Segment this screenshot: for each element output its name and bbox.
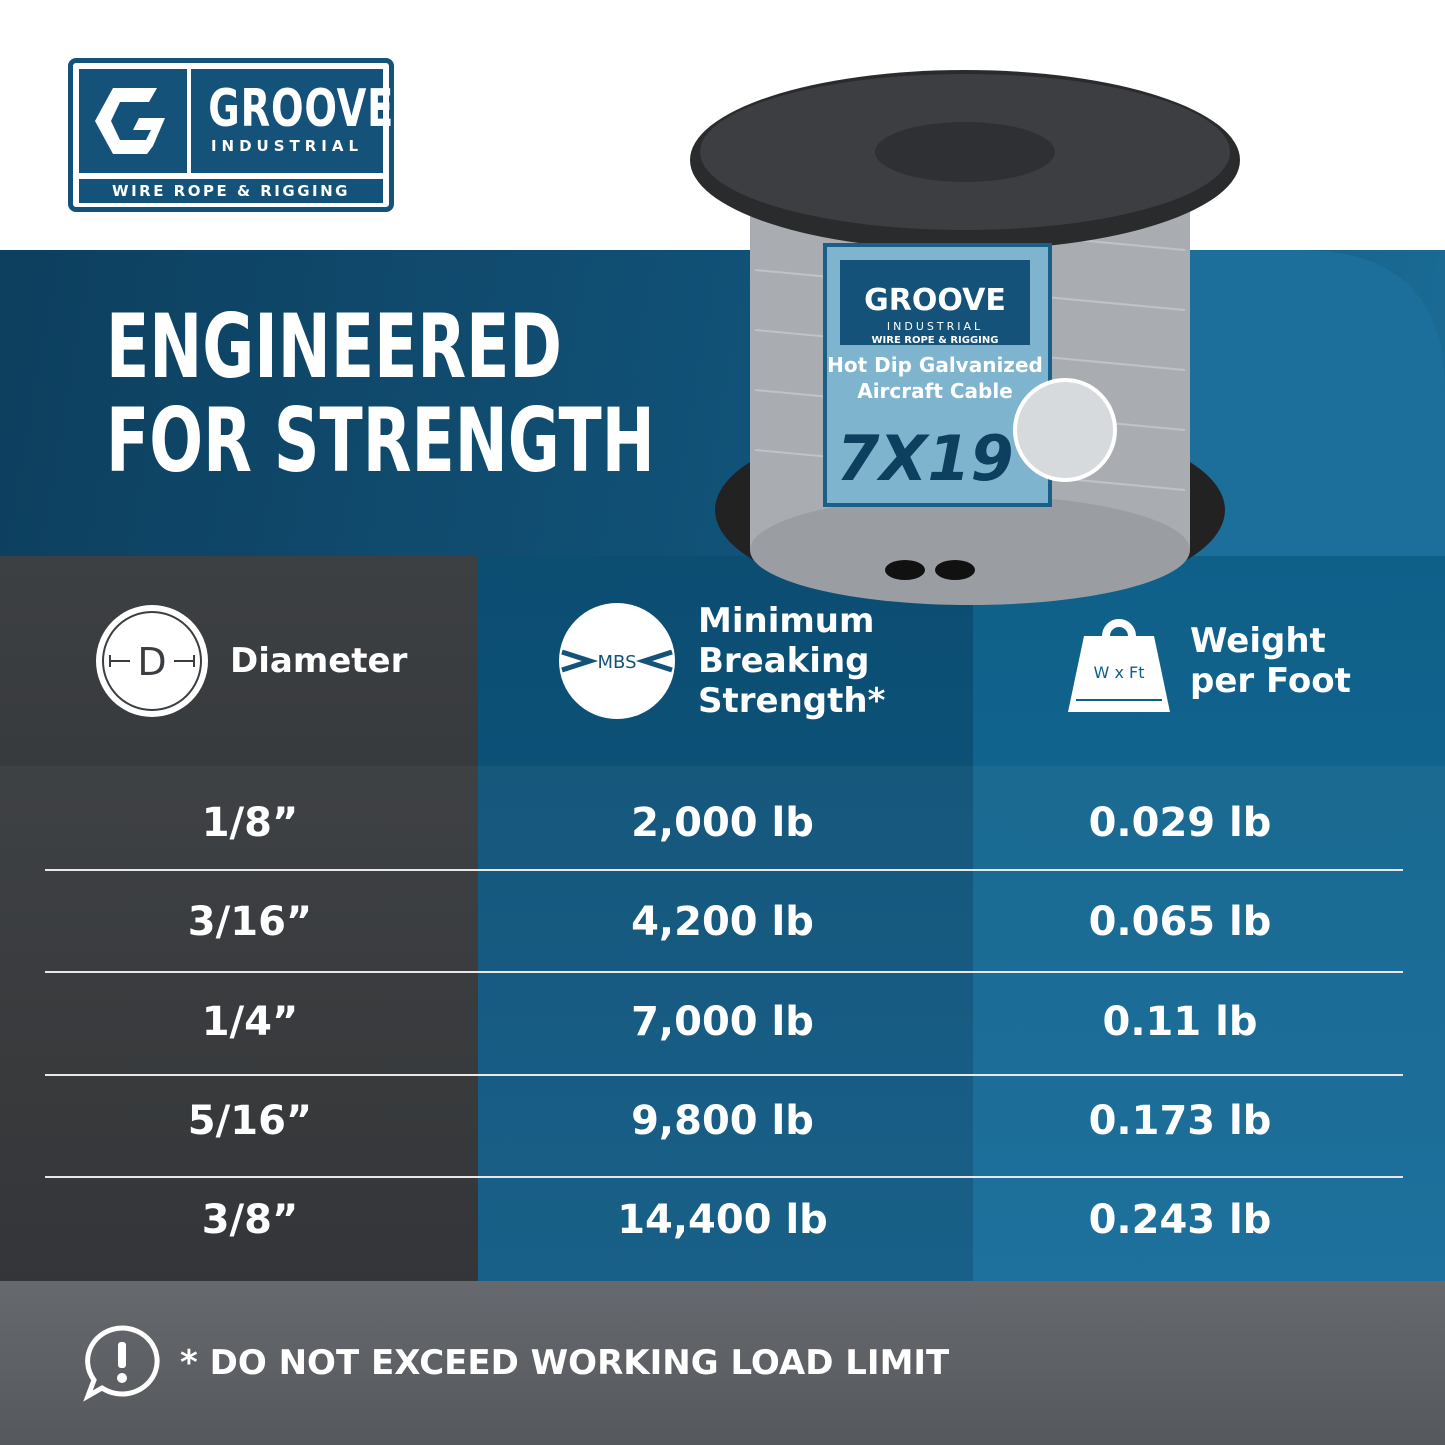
weight-value: 0.065 lb xyxy=(1088,899,1272,945)
header-weight: W x Ft Weight per Foot xyxy=(1066,556,1436,766)
cable-spool-image: GROOVE INDUSTRIAL WIRE ROPE & RIGGING Ho… xyxy=(690,70,1240,605)
diameter-value: 3/8” xyxy=(201,1197,299,1243)
mbs-label-3: Strength* xyxy=(698,681,886,721)
header-mbs: MBS Minimum Breaking Strength* xyxy=(558,556,968,766)
spool-label-sub: INDUSTRIAL xyxy=(887,320,983,333)
mbs-icon: MBS xyxy=(559,603,675,719)
footer-warning: * DO NOT EXCEED WORKING LOAD LIMIT xyxy=(0,1281,1445,1445)
weight-value: 0.243 lb xyxy=(1088,1197,1272,1243)
diameter-label: Diameter xyxy=(230,641,408,681)
table-row: 1/8” 2,000 lb 0.029 lb xyxy=(0,773,1445,873)
spool-label-title1: Hot Dip Galvanized xyxy=(827,353,1043,377)
table-row: 5/16” 9,800 lb 0.173 lb xyxy=(0,1071,1445,1171)
weight-value: 0.11 lb xyxy=(1102,999,1258,1045)
mbs-label-2: Breaking xyxy=(698,641,870,681)
diameter-value: 1/8” xyxy=(201,800,299,846)
mbs-value: 9,800 lb xyxy=(631,1098,814,1144)
logo-sub: INDUSTRIAL xyxy=(210,137,364,155)
table-row: 3/8” 14,400 lb 0.243 lb xyxy=(0,1170,1445,1270)
weight-column xyxy=(973,556,1445,1281)
table-row: 1/4” 7,000 lb 0.11 lb xyxy=(0,972,1445,1072)
spool-label-brand: GROOVE xyxy=(864,283,1006,318)
header-diameter: D Diameter xyxy=(94,556,474,766)
weight-icon: W x Ft xyxy=(1068,619,1170,712)
diameter-value: 3/16” xyxy=(187,899,313,945)
row-divider xyxy=(45,1176,1403,1178)
table-row: 3/16” 4,200 lb 0.065 lb xyxy=(0,872,1445,972)
headline-line-1: ENGINEERED xyxy=(106,295,563,398)
row-divider xyxy=(45,869,1403,871)
mbs-value: 14,400 lb xyxy=(617,1197,828,1243)
mbs-column xyxy=(478,556,973,1281)
svg-text:MBS: MBS xyxy=(598,652,637,673)
svg-text:D: D xyxy=(137,640,166,684)
diameter-icon: D xyxy=(96,605,208,717)
logo-g-icon xyxy=(79,69,187,173)
spool-label-code: 7X19 xyxy=(836,422,1013,495)
weight-label-2: per Foot xyxy=(1190,661,1351,701)
weight-value: 0.029 lb xyxy=(1088,800,1272,846)
diameter-column xyxy=(0,556,478,1281)
row-divider xyxy=(45,1074,1403,1076)
weight-value: 0.173 lb xyxy=(1088,1098,1272,1144)
mbs-value: 4,200 lb xyxy=(631,899,814,945)
diameter-value: 1/4” xyxy=(201,999,299,1045)
weight-label-1: Weight xyxy=(1190,621,1326,661)
logo-name: GROOVE xyxy=(208,79,395,139)
strand-diagram-icon xyxy=(1013,378,1117,482)
mbs-label-1: Minimum xyxy=(698,601,875,641)
mbs-value: 7,000 lb xyxy=(631,999,814,1045)
headline-line-2: FOR STRENGTH xyxy=(106,389,655,492)
row-divider xyxy=(45,971,1403,973)
mbs-value: 2,000 lb xyxy=(631,800,814,846)
headline: ENGINEERED FOR STRENGTH xyxy=(106,300,655,488)
diameter-value: 5/16” xyxy=(187,1098,313,1144)
warning-text: * DO NOT EXCEED WORKING LOAD LIMIT xyxy=(180,1343,950,1383)
logo-tagline: WIRE ROPE & RIGGING xyxy=(79,179,383,203)
spool-label-title2: Aircraft Cable xyxy=(857,379,1013,403)
brand-logo: GROOVE INDUSTRIAL WIRE ROPE & RIGGING xyxy=(68,58,394,212)
svg-text:W x Ft: W x Ft xyxy=(1094,663,1145,682)
spool-label-tagline: WIRE ROPE & RIGGING xyxy=(872,335,999,346)
alert-speech-icon xyxy=(83,1325,160,1402)
rows-background xyxy=(0,766,1445,1281)
